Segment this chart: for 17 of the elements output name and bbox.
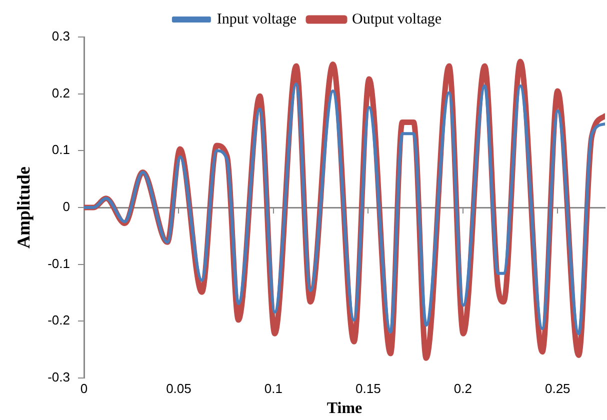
y-axis-title: Amplitude xyxy=(13,166,34,249)
legend-label: Input voltage xyxy=(216,11,297,28)
x-tick-label: 0.25 xyxy=(544,381,570,396)
y-tick-label: 0.2 xyxy=(52,85,70,100)
y-tick-label: -0.3 xyxy=(48,370,70,385)
x-tick-label: 0 xyxy=(80,381,88,396)
y-tick-label: 0 xyxy=(62,199,70,214)
x-axis-title: Time xyxy=(326,400,362,418)
y-tick-label: -0.2 xyxy=(48,312,70,328)
y-tick-label: -0.1 xyxy=(48,256,70,271)
legend-label: Output voltage xyxy=(352,11,442,28)
x-tick-label: 0.2 xyxy=(454,381,472,396)
x-tick-label: 0.15 xyxy=(356,381,381,396)
x-tick-label: 0.05 xyxy=(166,381,192,396)
y-tick-label: 0.3 xyxy=(52,28,70,44)
y-tick-label: 0.1 xyxy=(52,142,70,158)
x-tick-label: 0.1 xyxy=(264,381,282,396)
